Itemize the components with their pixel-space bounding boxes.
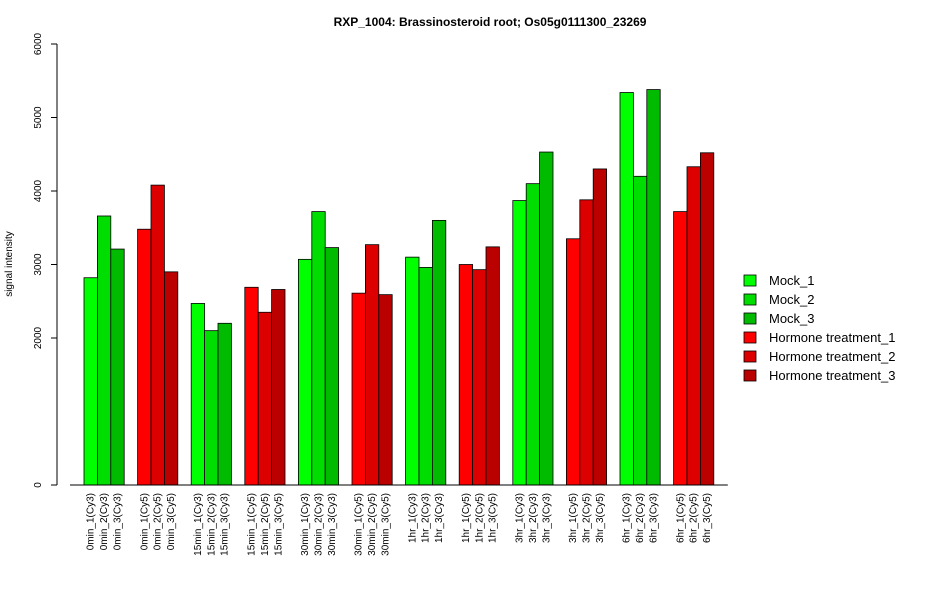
category-label: 6hr_1(Cy3) bbox=[622, 493, 633, 543]
chart-title: RXP_1004: Brassinosteroid root; Os05g011… bbox=[334, 15, 647, 29]
category-label: 1hr_2(Cy5) bbox=[474, 493, 485, 543]
legend-label: Hormone treatment_1 bbox=[769, 330, 895, 345]
bar bbox=[110, 248, 125, 486]
legend-label: Mock_3 bbox=[769, 311, 815, 326]
bar bbox=[431, 219, 447, 486]
legend-swatch bbox=[743, 274, 757, 287]
legend-swatch bbox=[743, 312, 757, 325]
category-label: 3hr_1(Cy3) bbox=[515, 493, 526, 543]
y-tick-label: 5000 bbox=[33, 106, 44, 129]
category-label: 15min_1(Cy5) bbox=[247, 493, 258, 556]
bar bbox=[633, 175, 648, 486]
category-label: 1hr_1(Cy3) bbox=[407, 493, 418, 543]
category-label: 1hr_3(Cy3) bbox=[434, 493, 445, 543]
category-label: 15min_1(Cy3) bbox=[193, 493, 204, 556]
y-axis: 0 2000 3000 4000 5000 6000 bbox=[33, 32, 58, 488]
category-label: 30min_2(Cy3) bbox=[314, 493, 325, 556]
category-label: 3hr_1(Cy5) bbox=[568, 493, 579, 543]
bar bbox=[257, 311, 273, 486]
bar bbox=[686, 166, 701, 486]
category-label: 15min_2(Cy5) bbox=[260, 493, 271, 556]
category-labels: 0min_1(Cy3) 0min_2(Cy3) 0min_3(Cy3) 0min_1(… bbox=[86, 493, 713, 556]
y-tick-label: 3000 bbox=[33, 253, 44, 276]
category-label: 0min_2(Cy5) bbox=[153, 493, 164, 550]
bar bbox=[244, 286, 259, 486]
bar bbox=[700, 152, 715, 486]
bar bbox=[619, 92, 634, 486]
category-label: 6hr_3(Cy3) bbox=[649, 493, 660, 543]
category-label: 3hr_2(Cy5) bbox=[582, 493, 593, 543]
legend-label: Mock_1 bbox=[769, 273, 815, 288]
category-label: 30min_3(Cy3) bbox=[327, 493, 338, 556]
bar bbox=[271, 289, 286, 486]
bar bbox=[137, 228, 152, 486]
category-label: 15min_2(Cy3) bbox=[206, 493, 217, 556]
bar bbox=[351, 292, 366, 486]
bar bbox=[566, 238, 581, 486]
bar bbox=[163, 271, 179, 486]
category-label: 15min_3(Cy3) bbox=[220, 493, 231, 556]
legend: Mock_1 Mock_2 Mock_3 Hormone treatment_1 Hor… bbox=[743, 273, 895, 383]
bar bbox=[579, 199, 594, 486]
bar bbox=[472, 269, 487, 486]
bar bbox=[204, 330, 219, 486]
bar bbox=[190, 303, 205, 486]
category-label: 3hr_3(Cy3) bbox=[541, 493, 552, 543]
category-label: 0min_1(Cy3) bbox=[86, 493, 97, 550]
category-label: 30min_1(Cy3) bbox=[300, 493, 311, 556]
bar bbox=[646, 89, 661, 486]
legend-swatch bbox=[743, 293, 757, 306]
category-label: 3hr_2(Cy3) bbox=[528, 493, 539, 543]
bar bbox=[324, 247, 340, 486]
bar bbox=[364, 244, 380, 486]
legend-swatch bbox=[743, 350, 757, 363]
bar bbox=[97, 215, 112, 486]
bar bbox=[378, 294, 393, 486]
bar bbox=[539, 151, 554, 486]
bar bbox=[485, 246, 500, 486]
category-label: 0min_1(Cy5) bbox=[139, 493, 150, 550]
bar bbox=[311, 211, 326, 486]
category-label: 1hr_3(Cy5) bbox=[488, 493, 499, 543]
category-label: 1hr_1(Cy5) bbox=[461, 493, 472, 543]
legend-label: Hormone treatment_3 bbox=[769, 368, 895, 383]
bar bbox=[418, 267, 433, 486]
legend-swatch bbox=[743, 369, 757, 382]
category-label: 15min_3(Cy5) bbox=[273, 493, 284, 556]
bar bbox=[405, 256, 420, 486]
category-label: 30min_2(Cy5) bbox=[367, 493, 378, 556]
category-label: 3hr_3(Cy5) bbox=[595, 493, 606, 543]
bar bbox=[150, 184, 165, 486]
bar bbox=[297, 258, 313, 486]
bar bbox=[525, 183, 541, 486]
bar bbox=[512, 200, 527, 486]
y-tick-label: 6000 bbox=[33, 32, 44, 55]
legend-swatch bbox=[743, 331, 757, 344]
bar bbox=[458, 264, 474, 486]
category-label: 30min_1(Cy5) bbox=[354, 493, 365, 556]
category-label: 0min_3(Cy3) bbox=[113, 493, 124, 550]
legend-label: Mock_2 bbox=[769, 292, 815, 307]
y-tick-label: 4000 bbox=[33, 179, 44, 202]
legend-label: Hormone treatment_2 bbox=[769, 349, 895, 364]
bar bbox=[592, 168, 608, 486]
bars-group bbox=[70, 89, 728, 486]
bar bbox=[217, 322, 232, 486]
category-label: 6hr_1(Cy5) bbox=[675, 493, 686, 543]
category-label: 0min_2(Cy3) bbox=[99, 493, 110, 550]
category-label: 1hr_2(Cy3) bbox=[421, 493, 432, 543]
y-tick-label: 0 bbox=[33, 482, 44, 488]
category-label: 6hr_2(Cy5) bbox=[689, 493, 700, 543]
category-label: 6hr_3(Cy5) bbox=[702, 493, 713, 543]
category-label: 0min_3(Cy5) bbox=[166, 493, 177, 550]
y-tick-label: 2000 bbox=[33, 326, 44, 349]
category-label: 6hr_2(Cy3) bbox=[635, 493, 646, 543]
bar bbox=[673, 211, 688, 486]
category-label: 30min_3(Cy5) bbox=[381, 493, 392, 556]
bar bbox=[83, 277, 98, 486]
y-axis-label: signal intensity bbox=[4, 231, 15, 297]
